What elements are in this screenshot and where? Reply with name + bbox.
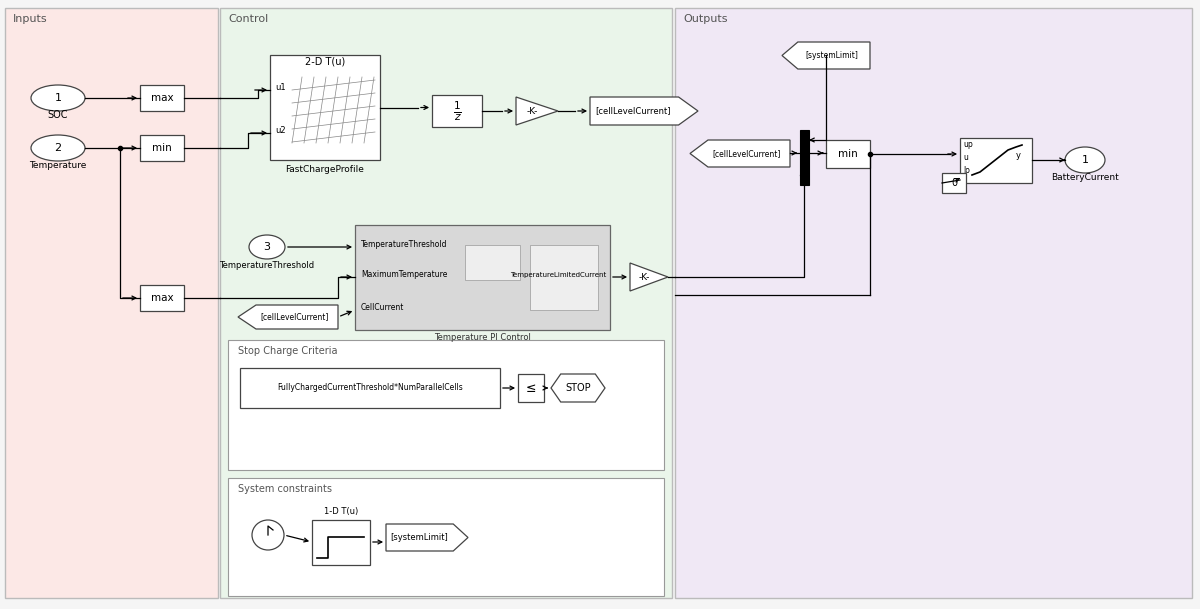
Text: 1: 1	[54, 93, 61, 103]
Text: FullyChargedCurrentThreshold*NumParallelCells: FullyChargedCurrentThreshold*NumParallel…	[277, 384, 463, 392]
Text: Inputs: Inputs	[13, 14, 48, 24]
Text: max: max	[151, 93, 173, 103]
Polygon shape	[690, 140, 790, 167]
Text: FastChargeProfile: FastChargeProfile	[286, 165, 365, 174]
FancyBboxPatch shape	[942, 173, 966, 193]
Text: y: y	[1016, 151, 1021, 160]
Text: SOC: SOC	[48, 110, 68, 120]
Text: Outputs: Outputs	[683, 14, 727, 24]
Text: -K-: -K-	[638, 272, 650, 281]
Text: ≤: ≤	[526, 381, 536, 395]
FancyBboxPatch shape	[960, 138, 1032, 183]
FancyBboxPatch shape	[228, 478, 664, 596]
Text: TemperatureThreshold: TemperatureThreshold	[220, 261, 314, 270]
Text: [systemLimit]: [systemLimit]	[805, 51, 858, 60]
Text: 0: 0	[950, 178, 958, 188]
Text: -K-: -K-	[527, 107, 538, 116]
Text: 1: 1	[1081, 155, 1088, 165]
Text: STOP: STOP	[565, 383, 590, 393]
FancyBboxPatch shape	[466, 245, 520, 280]
Text: MaximumTemperature: MaximumTemperature	[361, 270, 448, 279]
Ellipse shape	[31, 135, 85, 161]
Text: [cellLevelCurrent]: [cellLevelCurrent]	[595, 107, 671, 116]
Text: u1: u1	[275, 83, 286, 92]
FancyBboxPatch shape	[220, 8, 672, 598]
Text: 3: 3	[264, 242, 270, 252]
Polygon shape	[551, 374, 605, 402]
Text: Temperature PI Control: Temperature PI Control	[434, 333, 530, 342]
FancyBboxPatch shape	[800, 130, 809, 185]
FancyBboxPatch shape	[5, 8, 218, 598]
Polygon shape	[782, 42, 870, 69]
Text: min: min	[152, 143, 172, 153]
FancyBboxPatch shape	[140, 85, 184, 111]
Text: 1-D T(u): 1-D T(u)	[324, 507, 358, 516]
Text: [cellLevelCurrent]: [cellLevelCurrent]	[713, 149, 781, 158]
Text: TemperatureThreshold: TemperatureThreshold	[361, 240, 448, 249]
Text: Control: Control	[228, 14, 269, 24]
Text: 2: 2	[54, 143, 61, 153]
FancyBboxPatch shape	[826, 140, 870, 168]
Text: up: up	[964, 140, 973, 149]
Text: max: max	[151, 293, 173, 303]
FancyBboxPatch shape	[240, 368, 500, 408]
Text: u2: u2	[275, 126, 286, 135]
FancyBboxPatch shape	[518, 374, 544, 402]
Text: u: u	[964, 153, 968, 162]
FancyBboxPatch shape	[674, 8, 1192, 598]
FancyBboxPatch shape	[140, 135, 184, 161]
Text: CellCurrent: CellCurrent	[361, 303, 404, 312]
FancyBboxPatch shape	[355, 225, 610, 330]
Ellipse shape	[1066, 147, 1105, 173]
FancyBboxPatch shape	[530, 245, 598, 310]
Ellipse shape	[31, 85, 85, 111]
Polygon shape	[238, 305, 338, 329]
Text: Temperature: Temperature	[29, 161, 86, 170]
Text: System constraints: System constraints	[238, 484, 332, 494]
Polygon shape	[386, 524, 468, 551]
Ellipse shape	[250, 235, 286, 259]
Text: [systemLimit]: [systemLimit]	[390, 533, 448, 542]
Text: $\frac{1}{z}$: $\frac{1}{z}$	[452, 99, 461, 123]
Ellipse shape	[252, 520, 284, 550]
Text: Stop Charge Criteria: Stop Charge Criteria	[238, 346, 337, 356]
Text: BatteryCurrent: BatteryCurrent	[1051, 173, 1118, 182]
FancyBboxPatch shape	[228, 340, 664, 470]
Text: min: min	[838, 149, 858, 159]
FancyBboxPatch shape	[270, 55, 380, 160]
Polygon shape	[516, 97, 558, 125]
Text: lo: lo	[964, 166, 970, 175]
Polygon shape	[630, 263, 668, 291]
FancyBboxPatch shape	[140, 285, 184, 311]
Text: 2-D T(u): 2-D T(u)	[305, 57, 346, 67]
Polygon shape	[292, 77, 374, 143]
Polygon shape	[590, 97, 698, 125]
FancyBboxPatch shape	[312, 520, 370, 565]
Text: [cellLevelCurrent]: [cellLevelCurrent]	[260, 312, 329, 322]
Text: TemperatureLimitedCurrent: TemperatureLimitedCurrent	[510, 272, 606, 278]
FancyBboxPatch shape	[432, 95, 482, 127]
